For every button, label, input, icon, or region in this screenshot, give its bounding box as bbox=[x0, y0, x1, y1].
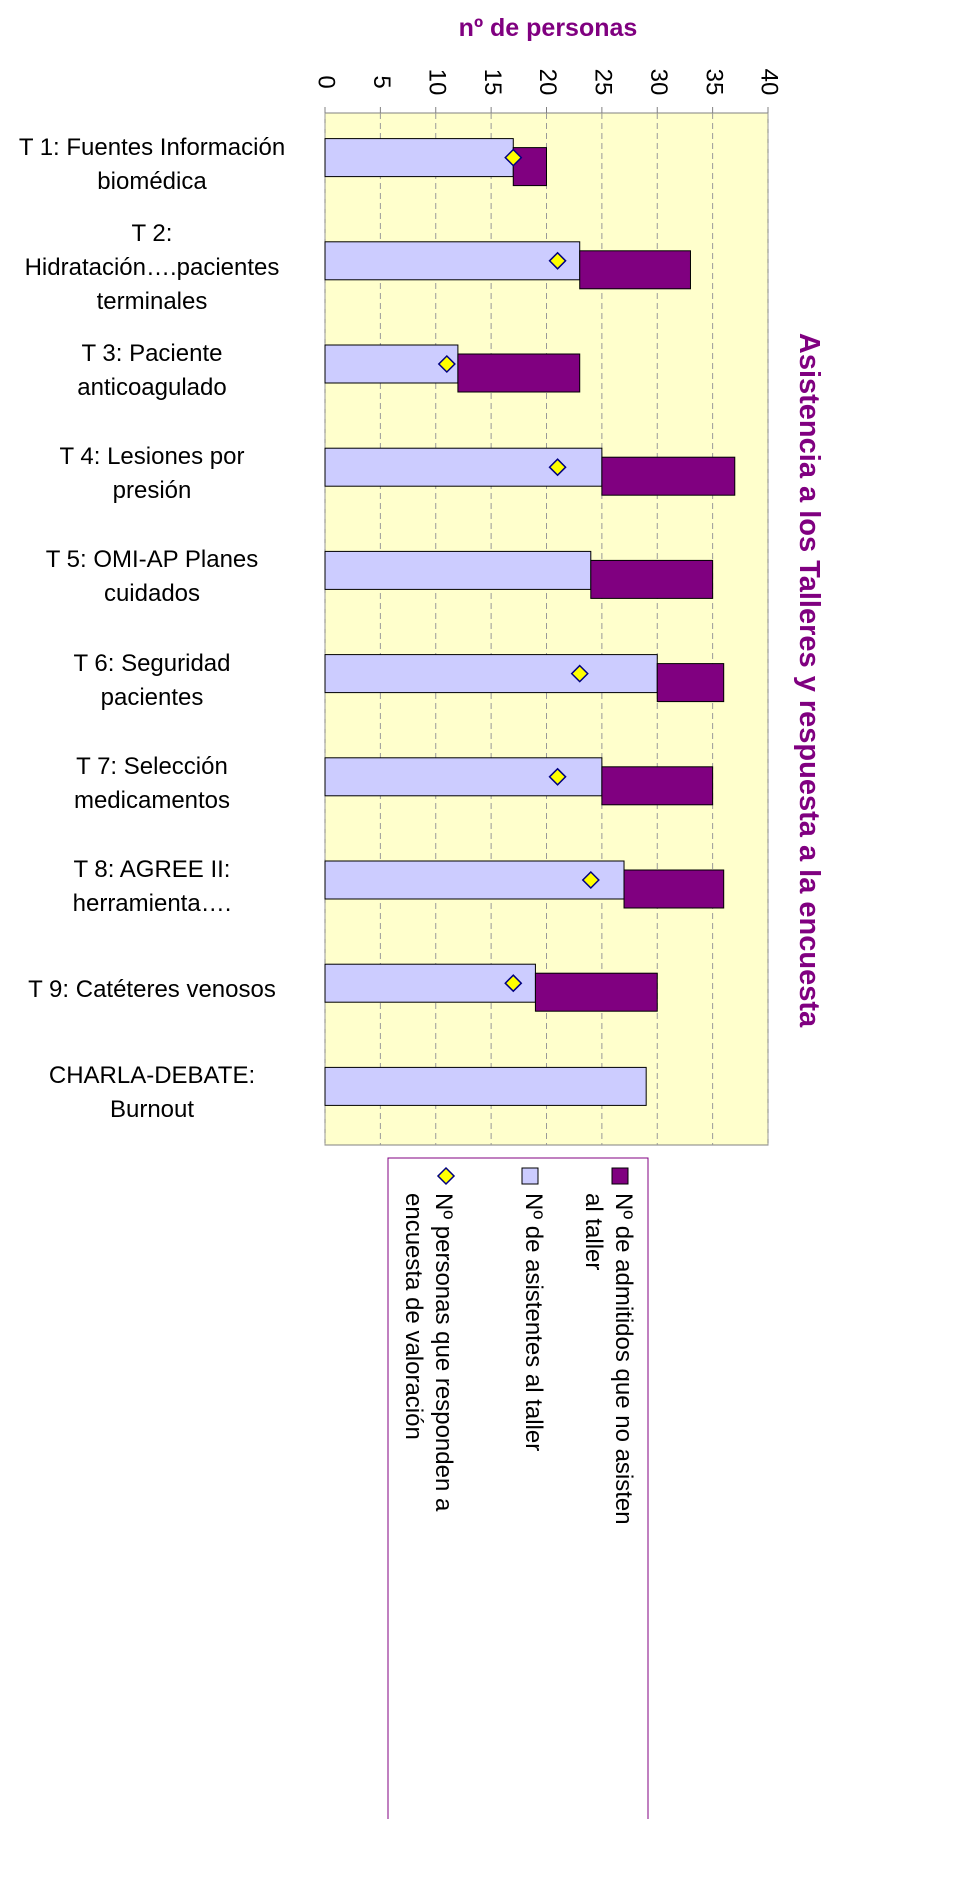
legend-box bbox=[387, 1157, 649, 1819]
marker bbox=[504, 974, 523, 993]
legend-marker bbox=[611, 1167, 629, 1185]
bar bbox=[324, 654, 658, 694]
bar bbox=[324, 860, 625, 900]
legend-label: Nº personas que responden a encuesta de … bbox=[400, 1193, 457, 1512]
bar bbox=[324, 241, 581, 281]
x-tick-label: 35 bbox=[700, 69, 727, 96]
category-label: T 7: Selección medicamentos bbox=[73, 752, 231, 814]
x-tick-label: 30 bbox=[645, 69, 672, 96]
x-tick-label: 10 bbox=[423, 69, 450, 96]
x-tick-label: 40 bbox=[756, 69, 783, 96]
bar bbox=[512, 147, 548, 187]
x-tick-label: 15 bbox=[479, 69, 506, 96]
marker bbox=[548, 458, 567, 477]
bar bbox=[534, 972, 658, 1012]
marker bbox=[570, 664, 589, 683]
marker bbox=[437, 354, 456, 374]
legend-label: Nº de asistentes al taller bbox=[520, 1193, 547, 1452]
marker bbox=[548, 767, 567, 786]
axis-title: nº de personas bbox=[459, 14, 638, 42]
category-label: T 4: Lesiones por presión bbox=[59, 443, 245, 505]
legend-marker bbox=[436, 1166, 456, 1186]
bar bbox=[623, 869, 725, 909]
legend-label: Nº de admitidos que no asisten al taller bbox=[580, 1193, 637, 1525]
category-label: T 5: OMI-AP Planes cuidados bbox=[45, 546, 259, 608]
bar bbox=[324, 344, 459, 384]
category-label: T 1: Fuentes Información biomédica bbox=[18, 133, 286, 195]
marker bbox=[548, 251, 567, 270]
marker bbox=[581, 870, 600, 890]
bar bbox=[601, 456, 736, 496]
marker bbox=[504, 148, 523, 167]
bar bbox=[324, 1066, 647, 1106]
bar bbox=[457, 353, 581, 393]
x-tick-label: 5 bbox=[368, 75, 395, 88]
bar bbox=[590, 559, 714, 599]
chart-title: Asistencia a los Talleres y respuesta a … bbox=[793, 333, 825, 1028]
category-label: T 2: Hidratación….pacientes terminales bbox=[24, 219, 280, 315]
bar bbox=[324, 138, 514, 178]
category-label: T 3: Paciente anticoagulado bbox=[77, 340, 227, 401]
x-tick-label: 0 bbox=[313, 75, 340, 88]
bar bbox=[324, 963, 536, 1003]
category-label: CHARLA-DEBATE: Burnout bbox=[48, 1062, 256, 1124]
x-tick-label: 20 bbox=[534, 69, 561, 96]
chart: nº de personas Asistencia a los Talleres… bbox=[313, 14, 825, 1819]
category-label: T 9: Catéteres venosos bbox=[28, 976, 276, 1004]
bar bbox=[656, 663, 725, 703]
legend-marker bbox=[521, 1167, 539, 1185]
bar bbox=[601, 766, 714, 806]
bar bbox=[324, 550, 592, 590]
bar bbox=[579, 250, 691, 290]
page: nº de personas Asistencia a los Talleres… bbox=[18, 14, 825, 1819]
category-label: T 6: Seguridad pacientes bbox=[73, 649, 231, 711]
category-label: T 8: AGREE II: herramienta…. bbox=[72, 856, 232, 917]
x-tick-label: 25 bbox=[590, 69, 617, 96]
